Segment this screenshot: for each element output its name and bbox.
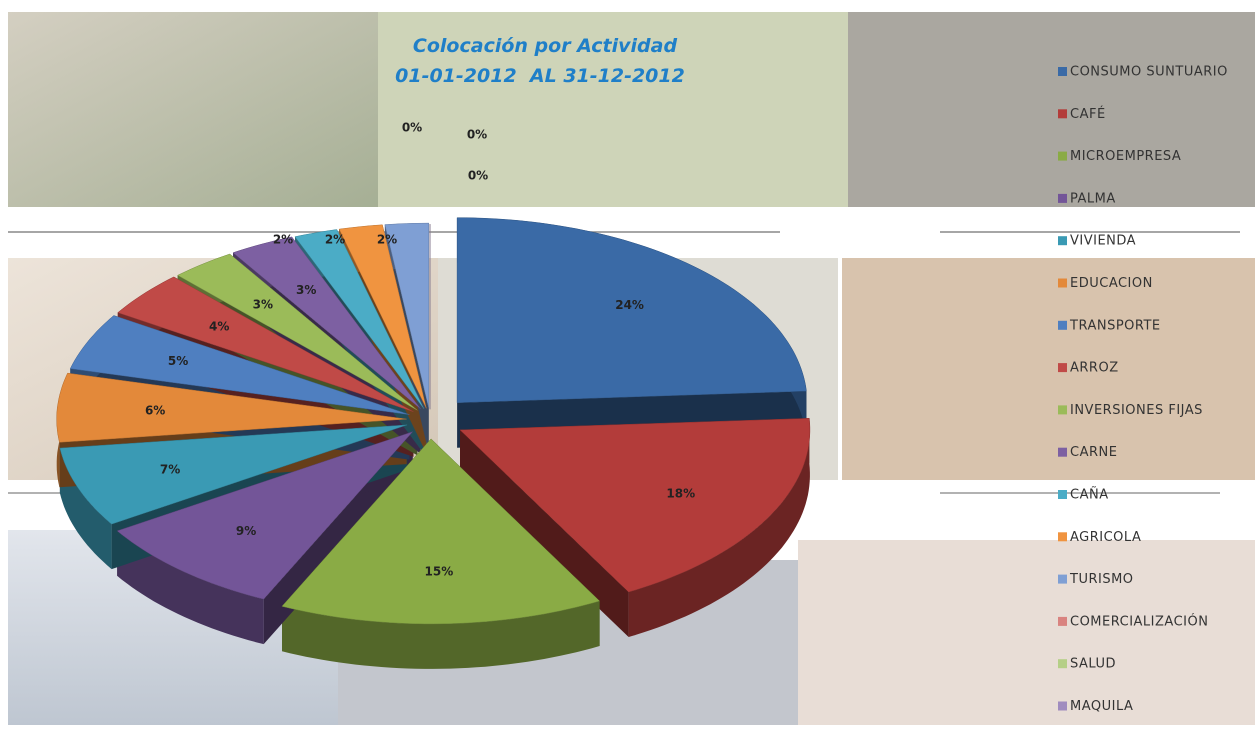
pie-tops (56, 217, 811, 625)
legend-label: TURISMO (1069, 572, 1134, 587)
pie-slice (338, 224, 427, 409)
data-label: 18% (666, 487, 695, 501)
legend-label: SALUD (1070, 657, 1116, 672)
legend-swatch (1058, 363, 1067, 373)
pie-slice (177, 253, 418, 411)
data-label: 7% (160, 463, 180, 477)
data-label: 15% (425, 565, 454, 579)
legend-swatch (1058, 532, 1067, 542)
slice-side (117, 530, 264, 645)
data-label: 3% (253, 297, 273, 311)
legend-label: CAÑA (1070, 487, 1109, 503)
pie-slice (294, 229, 425, 409)
legend-swatch (1058, 701, 1067, 711)
legend-label: VIVIENDA (1070, 234, 1136, 249)
slice-wall (460, 429, 629, 637)
legend-label: MAQUILA (1070, 699, 1133, 714)
pie-slice (456, 217, 807, 403)
data-label: 2% (273, 233, 293, 247)
legend-label: CAFÉ (1070, 106, 1106, 122)
data-label: 2% (325, 233, 345, 247)
pie-slice (56, 372, 407, 443)
slice-side (628, 418, 810, 637)
pie-slice (459, 418, 811, 593)
legend-swatch (1058, 236, 1067, 246)
data-label: 3% (296, 283, 316, 297)
chart-subtitle: 01-01-2012 AL 31-12-2012 (395, 65, 685, 87)
legend-swatch (1058, 151, 1067, 161)
legend-label: COMERCIALIZACIÓN (1070, 613, 1208, 629)
data-label: 4% (209, 319, 229, 333)
legend-swatch (1058, 278, 1067, 288)
legend-label: ARROZ (1070, 361, 1119, 376)
chart-title: Colocación por Actividad (413, 35, 678, 57)
pie-slice (232, 236, 421, 410)
legend-swatch (1058, 109, 1067, 119)
legend-swatch (1058, 67, 1067, 76)
legend-label: AGRICOLA (1070, 530, 1141, 545)
slice-side (59, 448, 112, 570)
legend-label: INVERSIONES FIJAS (1070, 403, 1203, 418)
legend-label: CONSUMO SUNTUARIO (1070, 65, 1228, 80)
legend-swatch (1058, 447, 1067, 457)
legend-label: TRANSPORTE (1069, 318, 1161, 333)
legend-swatch (1058, 616, 1067, 626)
legend-swatch (1058, 405, 1067, 415)
pie-slice (59, 424, 408, 525)
legend-label: EDUCACION (1070, 276, 1153, 291)
data-label: 0% (402, 121, 422, 135)
pie-slice (281, 438, 601, 625)
data-label: 6% (145, 403, 165, 417)
legend-label: PALMA (1070, 191, 1116, 206)
legend-swatch (1058, 574, 1067, 584)
legend-swatch (1058, 490, 1067, 499)
pie-slice (116, 431, 414, 600)
pie-slice (69, 315, 410, 415)
legend-swatch (1058, 659, 1067, 669)
data-label: 5% (168, 354, 188, 368)
legend-swatch (1058, 320, 1067, 330)
pie-slice (384, 222, 430, 409)
legend-label: CARNE (1070, 445, 1117, 460)
data-label: 2% (377, 233, 397, 247)
data-label: 0% (467, 128, 487, 142)
pie-slice (117, 276, 414, 412)
data-label: 0% (468, 169, 488, 183)
data-label: 24% (615, 298, 644, 312)
legend-label: MICROEMPRESA (1070, 149, 1181, 164)
data-label: 9% (236, 524, 256, 538)
legend-swatch (1058, 193, 1067, 203)
